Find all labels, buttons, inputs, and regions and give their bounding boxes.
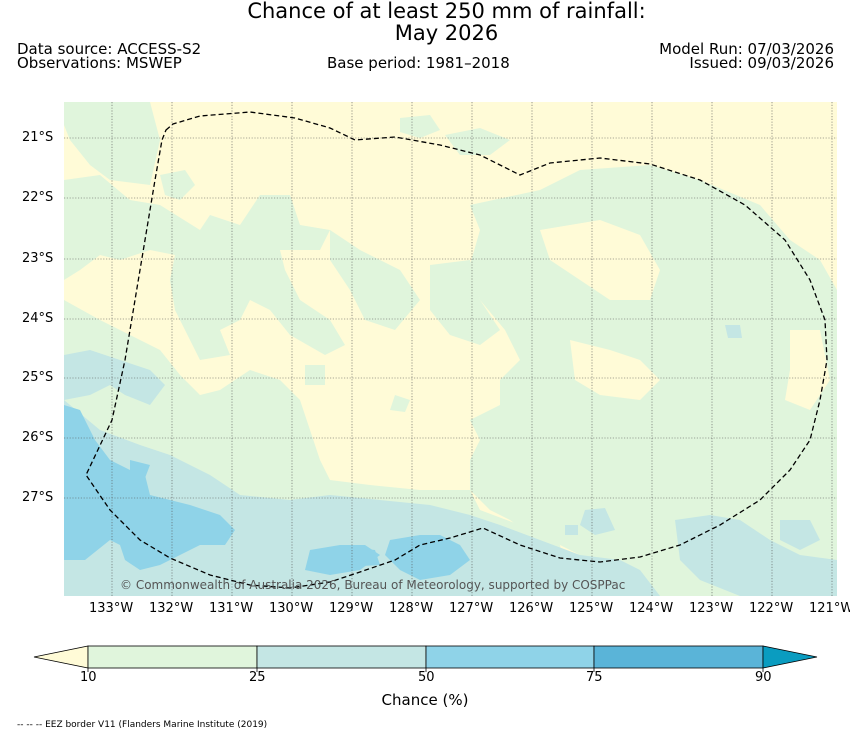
colorbar-below10-arrow xyxy=(33,645,89,669)
colorbar-10-25 xyxy=(87,645,258,669)
data-source: Data source: ACCESS-S2 xyxy=(17,40,202,58)
lon-label-127w: 127°W xyxy=(449,601,494,616)
lat-label-27s: 27°S xyxy=(22,490,54,505)
map-title-line2: May 2026 xyxy=(394,21,499,45)
map-title-line1: Chance of at least 250 mm of rainfall: xyxy=(247,0,646,23)
lon-label-132w: 132°W xyxy=(149,601,194,616)
map-field xyxy=(64,102,837,596)
model-run: Model Run: 07/03/2026 xyxy=(659,40,834,58)
colorbar-25-50 xyxy=(256,645,427,669)
lon-label-125w: 125°W xyxy=(569,601,614,616)
lat-label-23s: 23°S xyxy=(22,251,54,266)
lon-label-123w: 123°W xyxy=(689,601,734,616)
graticule xyxy=(64,102,837,596)
colorbar xyxy=(33,645,818,672)
lat-label-26s: 26°S xyxy=(22,430,54,445)
eez-border xyxy=(85,111,828,589)
lon-label-122w: 122°W xyxy=(749,601,794,616)
copyright-notice: © Commonwealth of Australia 2026, Bureau… xyxy=(120,578,626,592)
lon-label-133w: 133°W xyxy=(89,601,134,616)
lon-label-131w: 131°W xyxy=(209,601,254,616)
lon-label-121w: 121°W xyxy=(809,601,850,616)
colorbar-tick-50: 50 xyxy=(418,670,435,685)
lat-label-22s: 22°S xyxy=(22,190,54,205)
colorbar-75-90 xyxy=(593,645,764,669)
issued-date: Issued: 09/03/2026 xyxy=(689,54,834,72)
colorbar-tick-90: 90 xyxy=(755,670,772,685)
colorbar-tick-25: 25 xyxy=(249,670,266,685)
observations: Observations: MSWEP xyxy=(17,54,182,72)
lon-label-130w: 130°W xyxy=(269,601,314,616)
colorbar-tick-10: 10 xyxy=(80,670,97,685)
region-25-50 xyxy=(64,325,837,596)
colorbar-label: Chance (%) xyxy=(381,691,469,709)
lon-label-124w: 124°W xyxy=(629,601,674,616)
lat-label-24s: 24°S xyxy=(22,311,54,326)
lat-label-21s: 21°S xyxy=(22,130,54,145)
region-50-75 xyxy=(64,405,470,580)
base-period: Base period: 1981–2018 xyxy=(327,54,510,72)
lon-label-129w: 129°W xyxy=(329,601,374,616)
colorbar-50-75 xyxy=(425,645,595,669)
lat-label-25s: 25°S xyxy=(22,370,54,385)
eez-footnote: -- -- -- EEZ border V11 (Flanders Marine… xyxy=(17,720,268,730)
colorbar-tick-75: 75 xyxy=(586,670,603,685)
colorbar-above90-arrow xyxy=(762,645,818,669)
lon-label-126w: 126°W xyxy=(509,601,554,616)
lon-label-128w: 128°W xyxy=(389,601,434,616)
